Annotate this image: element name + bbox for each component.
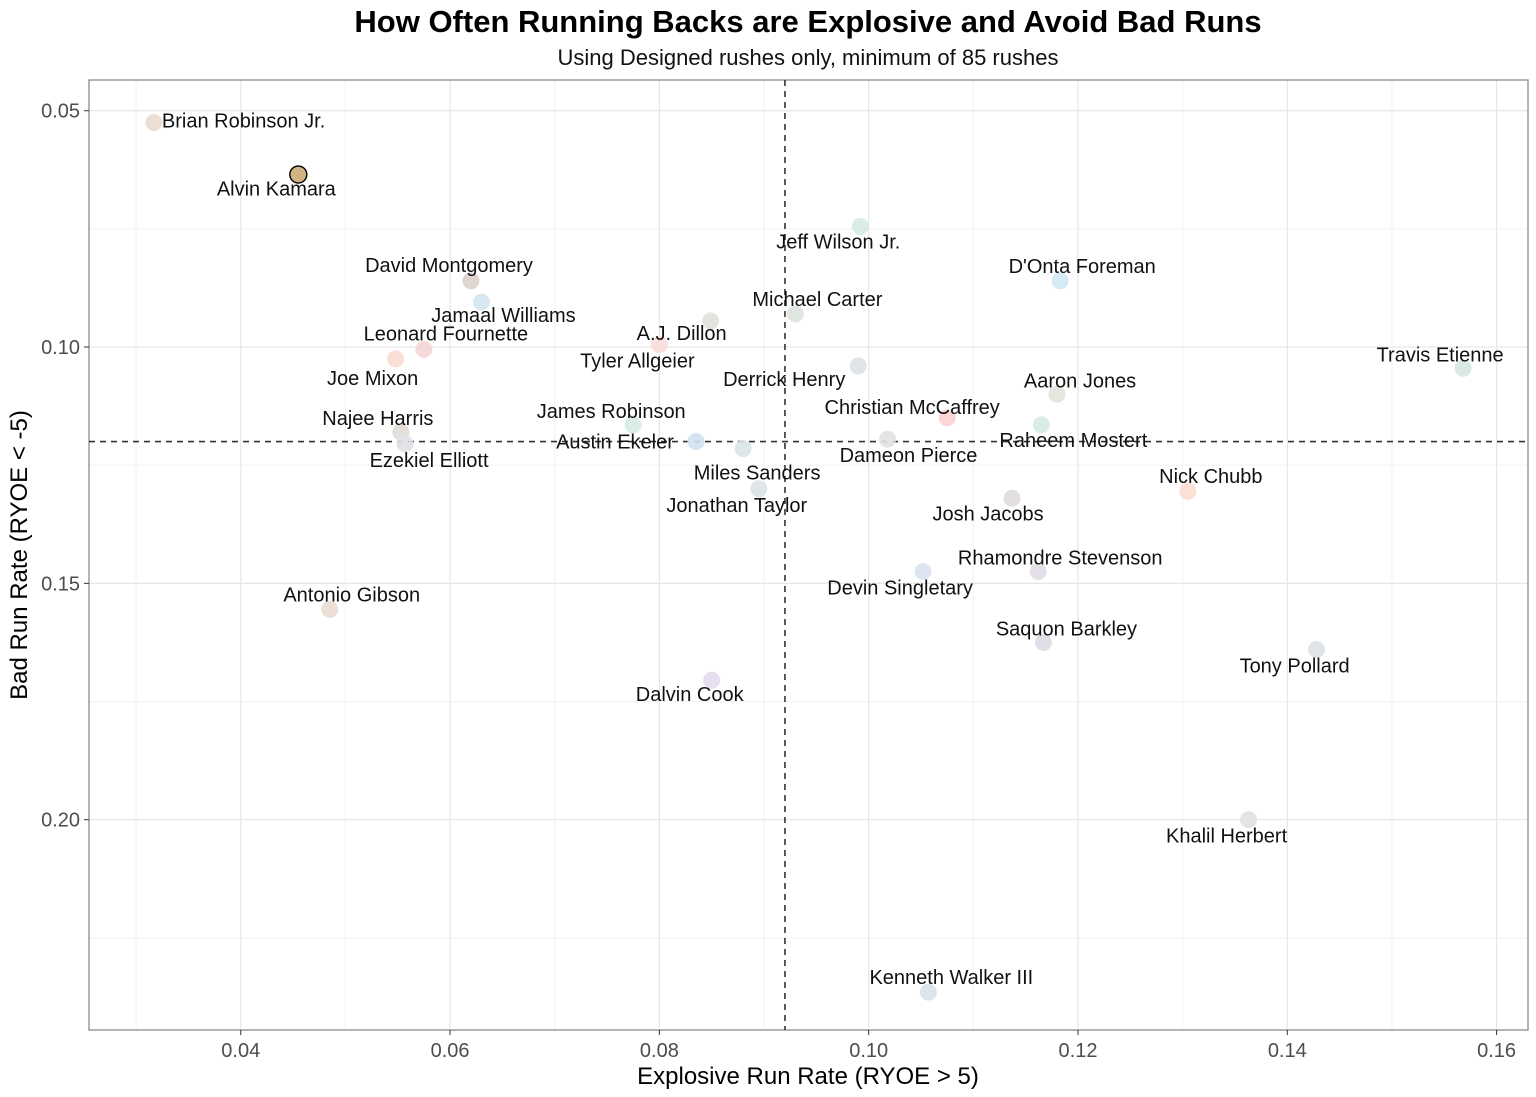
data-point	[1240, 811, 1258, 829]
data-point	[396, 435, 414, 453]
data-point	[1032, 416, 1050, 434]
data-point	[1003, 489, 1021, 507]
data-point	[734, 440, 752, 458]
data-point	[462, 272, 480, 290]
data-point-label: Raheem Mostert	[999, 430, 1147, 452]
data-point-label: David Montgomery	[365, 255, 533, 277]
data-point	[750, 480, 768, 498]
plot-area: 0.04 0.06 0.08 0.10 0.12 0.14 0.16 0.05 0.10 0.15…	[41, 79, 1529, 1062]
data-point	[321, 600, 339, 618]
data-point	[387, 350, 405, 368]
data-point	[879, 430, 897, 448]
chart-title: How Often Running Backs are Explosive an…	[354, 4, 1261, 39]
data-point-label: Aaron Jones	[1024, 370, 1136, 392]
data-point	[938, 409, 956, 427]
data-point-label: Jeff Wilson Jr.	[776, 232, 900, 254]
y-tick-label: 0.10	[41, 337, 80, 359]
x-tick-label: 0.06	[431, 1040, 470, 1062]
data-point	[1179, 482, 1197, 500]
data-point-label: Tony Pollard	[1240, 656, 1350, 678]
data-point	[914, 563, 932, 581]
data-point	[624, 416, 642, 434]
y-tick-label: 0.20	[41, 810, 80, 832]
data-point-label: Jamaal Williams	[431, 305, 575, 327]
data-point-label: Brian Robinson Jr.	[162, 111, 325, 133]
data-point-label: Dalvin Cook	[636, 684, 745, 706]
data-point	[650, 336, 668, 354]
data-point-label: Antonio Gibson	[283, 584, 420, 606]
data-point	[1051, 272, 1069, 290]
data-point-label: Miles Sanders	[694, 463, 821, 485]
data-point-label: James Robinson	[537, 401, 686, 423]
data-point	[849, 357, 867, 375]
data-point-label: Saquon Barkley	[996, 618, 1137, 640]
data-point	[687, 433, 705, 451]
data-point-label: Alvin Kamara	[217, 179, 337, 201]
data-point	[786, 305, 804, 323]
x-tick-label: 0.10	[849, 1040, 888, 1062]
data-point	[145, 114, 163, 132]
x-axis-title: Explosive Run Rate (RYOE > 5)	[637, 1063, 979, 1090]
data-point-label: Leonard Fournette	[364, 323, 529, 345]
data-point	[1048, 385, 1066, 403]
data-point	[1454, 359, 1472, 377]
data-point-label: Dameon Pierce	[840, 445, 978, 467]
y-tick-label: 0.05	[41, 101, 80, 123]
data-point-label: Travis Etienne	[1377, 344, 1504, 366]
data-point-label: A.J. Dillon	[637, 323, 727, 345]
data-point	[1034, 633, 1052, 651]
data-point-label: Rhamondre Stevenson	[958, 548, 1163, 570]
data-point	[415, 340, 433, 358]
y-axis-title: Bad Run Rate (RYOE < -5)	[6, 410, 33, 700]
data-point-label: Khalil Herbert	[1166, 826, 1288, 848]
data-point-label: D'Onta Foreman	[1009, 256, 1156, 278]
data-point	[919, 983, 937, 1001]
data-point-label: Jonathan Taylor	[666, 495, 807, 517]
data-point	[1308, 641, 1326, 659]
data-point-label: Austin Ekeler	[556, 432, 674, 454]
chart-subtitle: Using Designed rushes only, minimum of 8…	[558, 45, 1059, 70]
data-point	[851, 218, 869, 236]
data-point-label: Josh Jacobs	[932, 503, 1043, 525]
data-point-label: Nick Chubb	[1159, 466, 1262, 488]
x-tick-label: 0.04	[221, 1040, 260, 1062]
x-tick-label: 0.14	[1268, 1040, 1307, 1062]
data-point-label: Michael Carter	[752, 289, 882, 311]
data-point-label: Devin Singletary	[827, 578, 973, 600]
data-point	[702, 312, 720, 330]
data-point-label: Christian McCaffrey	[825, 397, 1000, 419]
data-point-label: Najee Harris	[322, 408, 433, 430]
data-point	[472, 293, 490, 311]
data-point-label: Ezekiel Elliott	[370, 450, 489, 472]
y-tick-label: 0.15	[41, 573, 80, 595]
x-tick-label: 0.08	[640, 1040, 679, 1062]
x-tick-label: 0.16	[1477, 1040, 1516, 1062]
plot-border	[88, 79, 1529, 1031]
data-point-label: Kenneth Walker III	[869, 967, 1033, 989]
data-point	[703, 671, 721, 689]
data-point-label: Joe Mixon	[327, 368, 418, 390]
x-tick-label: 0.12	[1059, 1040, 1098, 1062]
data-point-label: Derrick Henry	[723, 369, 845, 391]
data-point	[289, 165, 308, 184]
data-point-label: Tyler Allgeier	[580, 351, 695, 373]
data-point	[1029, 563, 1047, 581]
